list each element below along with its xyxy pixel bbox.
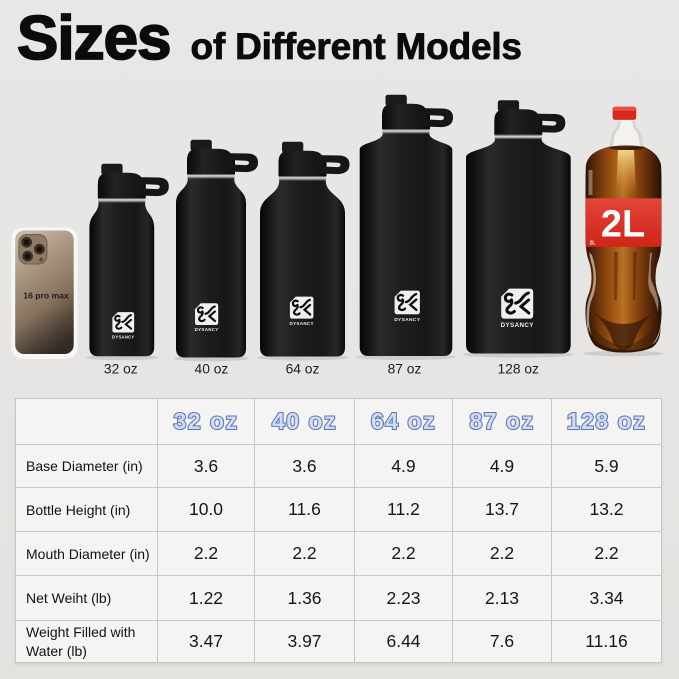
- svg-text:128 oz: 128 oz: [497, 362, 539, 377]
- svg-text:2L: 2L: [601, 204, 645, 246]
- svg-text:16 pro max: 16 pro max: [23, 291, 69, 301]
- svg-text:32 oz: 32 oz: [104, 362, 138, 377]
- svg-text:64 oz: 64 oz: [286, 362, 320, 377]
- svg-text:2L: 2L: [590, 241, 596, 247]
- svg-text:87 oz: 87 oz: [388, 362, 422, 377]
- svg-text:40 oz: 40 oz: [195, 362, 229, 377]
